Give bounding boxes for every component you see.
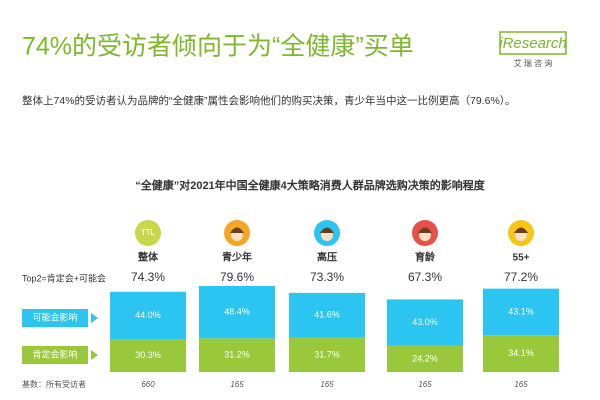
value-label: 24.2% <box>412 353 438 363</box>
value-label: 43.0% <box>412 317 438 327</box>
bar-segment <box>199 338 275 372</box>
icon-hair <box>230 227 244 233</box>
bar-segment <box>110 339 186 372</box>
base-count: 660 <box>141 380 155 389</box>
legend-arrow <box>91 313 98 323</box>
value-label: 34.1% <box>508 348 534 358</box>
top2-value: 67.3% <box>408 270 442 284</box>
legend-label: 可能会影响 <box>32 311 77 322</box>
bar-segment <box>110 291 186 340</box>
subtitle: 整体上74%的受访者认为品牌的“全健康”属性会影响他们的购买决策，青少年当中这一… <box>22 94 516 107</box>
value-label: 30.3% <box>135 350 161 360</box>
base-count: 165 <box>514 380 528 389</box>
logo-box <box>499 31 567 55</box>
icon <box>135 220 161 246</box>
value-label: 48.4% <box>224 307 250 317</box>
top2-label: Top2=肯定会+可能会 <box>22 272 106 283</box>
top2-value: 79.6% <box>220 270 254 284</box>
category-label: 青少年 <box>222 251 252 264</box>
value-label: 31.2% <box>224 350 250 360</box>
legend-box <box>22 346 88 364</box>
bar-segment <box>387 345 463 372</box>
icon-hair <box>320 227 334 233</box>
top2-value: 74.3% <box>131 270 165 284</box>
value-label: 31.7% <box>314 349 340 359</box>
top2-value: 73.3% <box>310 270 344 284</box>
icon-hair <box>514 227 528 233</box>
logo-subtitle: 艾 瑞 咨 询 <box>514 58 553 68</box>
bar-segment <box>289 292 365 338</box>
legend-label: 肯定会影响 <box>32 348 77 359</box>
icon-label: TTL <box>141 228 156 237</box>
top2-value: 77.2% <box>504 270 538 284</box>
legend-box <box>22 309 88 327</box>
category-label: 育龄 <box>415 251 436 264</box>
category-label: 高压 <box>317 251 337 264</box>
bar-segment <box>483 288 559 336</box>
bar-segment <box>483 335 559 372</box>
legend-arrow <box>91 350 98 360</box>
page-title: 74%的受访者倾向于为“全健康”买单 <box>22 33 414 61</box>
bar-segment <box>289 337 365 372</box>
base-count: 165 <box>230 380 244 389</box>
base-count: 165 <box>320 380 334 389</box>
category-label: 整体 <box>137 251 159 264</box>
icon-hair <box>418 227 432 233</box>
bar-segment <box>387 299 463 346</box>
base-label: 基数：所有受访者 <box>22 379 86 389</box>
category-label: 55+ <box>513 253 530 264</box>
value-label: 41.6% <box>314 310 340 320</box>
base-count: 165 <box>418 380 432 389</box>
bar-segment <box>199 286 275 339</box>
chart-title: “全健康”对2021年中国全健康4大策略消费人群品牌选购决策的影响程度 <box>135 178 486 192</box>
logo: iResearch <box>499 35 567 52</box>
value-label: 44.0% <box>135 310 161 320</box>
value-label: 43.1% <box>508 306 534 316</box>
